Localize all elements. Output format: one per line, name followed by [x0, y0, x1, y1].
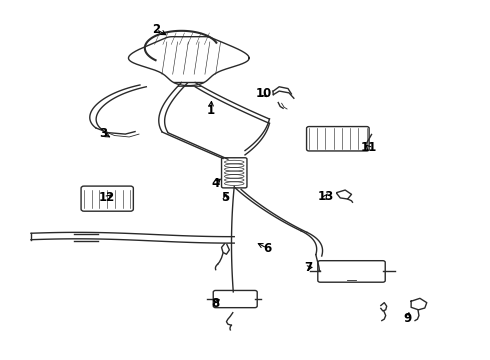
- Text: 8: 8: [212, 297, 220, 310]
- Text: 1: 1: [207, 104, 215, 117]
- Text: 3: 3: [99, 127, 107, 140]
- Text: 9: 9: [403, 311, 411, 325]
- Text: 5: 5: [221, 192, 230, 204]
- Text: 13: 13: [318, 190, 334, 203]
- Text: 12: 12: [99, 192, 115, 204]
- Text: 4: 4: [212, 177, 220, 190]
- Text: 11: 11: [361, 141, 377, 154]
- Text: 2: 2: [152, 23, 160, 36]
- Text: 6: 6: [263, 242, 271, 255]
- Text: 7: 7: [304, 261, 313, 274]
- Text: 10: 10: [255, 87, 271, 100]
